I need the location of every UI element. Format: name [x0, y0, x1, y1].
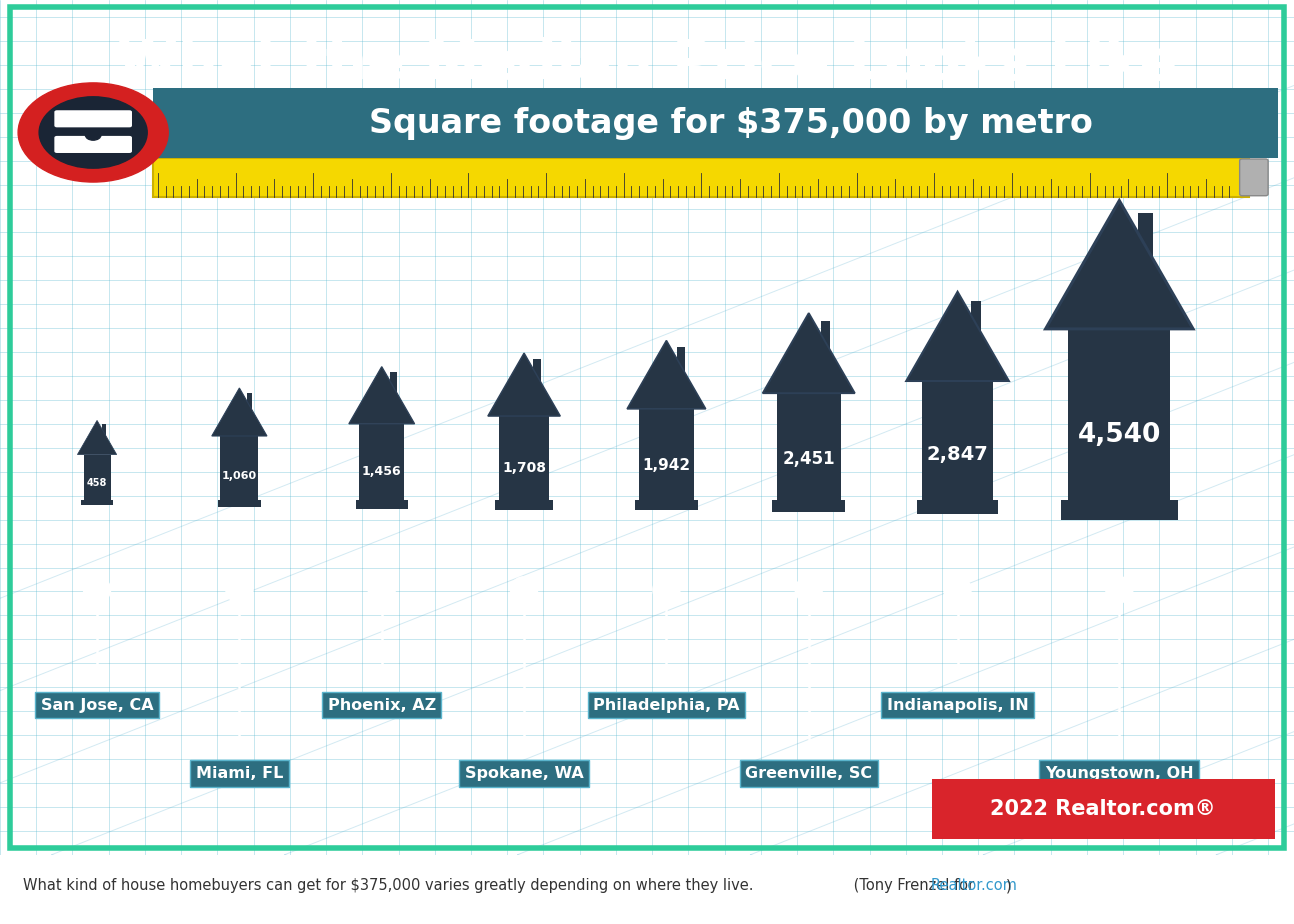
- Polygon shape: [906, 292, 1009, 381]
- Polygon shape: [78, 420, 116, 455]
- FancyBboxPatch shape: [54, 136, 132, 153]
- Text: Greenville, SC: Greenville, SC: [745, 766, 872, 781]
- Text: 4,540: 4,540: [1078, 422, 1161, 448]
- FancyBboxPatch shape: [391, 372, 397, 395]
- FancyBboxPatch shape: [1240, 159, 1268, 196]
- FancyBboxPatch shape: [358, 424, 405, 500]
- FancyBboxPatch shape: [1061, 500, 1178, 519]
- FancyBboxPatch shape: [1069, 329, 1170, 500]
- Ellipse shape: [510, 576, 538, 603]
- Polygon shape: [1046, 201, 1193, 329]
- FancyBboxPatch shape: [533, 359, 541, 383]
- FancyBboxPatch shape: [247, 393, 252, 411]
- Text: What kind of house homebuyers can get for $375,000 varies greatly depending on w: What kind of house homebuyers can get fo…: [23, 879, 754, 894]
- Text: 458: 458: [87, 478, 107, 488]
- Circle shape: [18, 83, 168, 182]
- Text: 1,942: 1,942: [642, 458, 691, 473]
- FancyBboxPatch shape: [220, 436, 259, 500]
- FancyBboxPatch shape: [153, 88, 1278, 158]
- FancyBboxPatch shape: [356, 500, 408, 509]
- Text: 2,847: 2,847: [927, 445, 989, 464]
- Text: (Tony Frenzel for: (Tony Frenzel for: [849, 879, 978, 894]
- Ellipse shape: [83, 576, 111, 603]
- FancyBboxPatch shape: [102, 424, 106, 437]
- FancyBboxPatch shape: [496, 500, 553, 510]
- Polygon shape: [212, 388, 267, 436]
- Text: 1,456: 1,456: [362, 465, 401, 478]
- Text: Realtor.com: Realtor.com: [930, 879, 1017, 894]
- FancyBboxPatch shape: [639, 408, 694, 500]
- FancyBboxPatch shape: [153, 158, 1249, 197]
- Text: Square footage for $375,000 by metro: Square footage for $375,000 by metro: [369, 106, 1093, 140]
- Text: 1,708: 1,708: [502, 461, 546, 475]
- Text: 1,060: 1,060: [221, 470, 258, 480]
- FancyBboxPatch shape: [970, 300, 981, 334]
- Text: ): ): [1005, 879, 1011, 894]
- Text: Philadelphia, PA: Philadelphia, PA: [593, 698, 740, 712]
- FancyBboxPatch shape: [84, 455, 110, 500]
- Ellipse shape: [367, 576, 396, 603]
- FancyBboxPatch shape: [217, 500, 261, 507]
- FancyBboxPatch shape: [677, 347, 685, 373]
- FancyBboxPatch shape: [776, 394, 841, 500]
- FancyBboxPatch shape: [923, 381, 992, 500]
- Text: Indianapolis, IN: Indianapolis, IN: [886, 698, 1029, 712]
- Ellipse shape: [943, 576, 972, 603]
- Text: Youngstown, OH: Youngstown, OH: [1046, 766, 1193, 781]
- Text: Miami, FL: Miami, FL: [195, 766, 283, 781]
- FancyBboxPatch shape: [499, 416, 549, 500]
- Text: San Jose, CA: San Jose, CA: [40, 698, 154, 712]
- Text: 2022 Realtor.com®: 2022 Realtor.com®: [990, 799, 1216, 820]
- Text: Spokane, WA: Spokane, WA: [465, 766, 584, 781]
- Text: 2,451: 2,451: [783, 450, 835, 468]
- Ellipse shape: [1105, 576, 1134, 603]
- FancyBboxPatch shape: [54, 110, 132, 128]
- FancyBboxPatch shape: [932, 780, 1275, 839]
- Ellipse shape: [225, 576, 254, 603]
- Polygon shape: [488, 353, 560, 416]
- Polygon shape: [349, 367, 414, 424]
- FancyBboxPatch shape: [773, 500, 845, 512]
- Polygon shape: [628, 340, 705, 408]
- Text: What the Median Price Looks Like: What the Median Price Looks Like: [116, 37, 1178, 91]
- Circle shape: [85, 130, 101, 140]
- FancyBboxPatch shape: [820, 321, 829, 351]
- Polygon shape: [762, 313, 855, 394]
- Circle shape: [39, 97, 148, 168]
- FancyBboxPatch shape: [635, 500, 697, 510]
- Ellipse shape: [795, 576, 823, 603]
- Text: Phoenix, AZ: Phoenix, AZ: [327, 698, 436, 712]
- FancyBboxPatch shape: [82, 500, 113, 505]
- Ellipse shape: [652, 576, 681, 603]
- FancyBboxPatch shape: [1139, 213, 1153, 262]
- FancyBboxPatch shape: [917, 500, 998, 514]
